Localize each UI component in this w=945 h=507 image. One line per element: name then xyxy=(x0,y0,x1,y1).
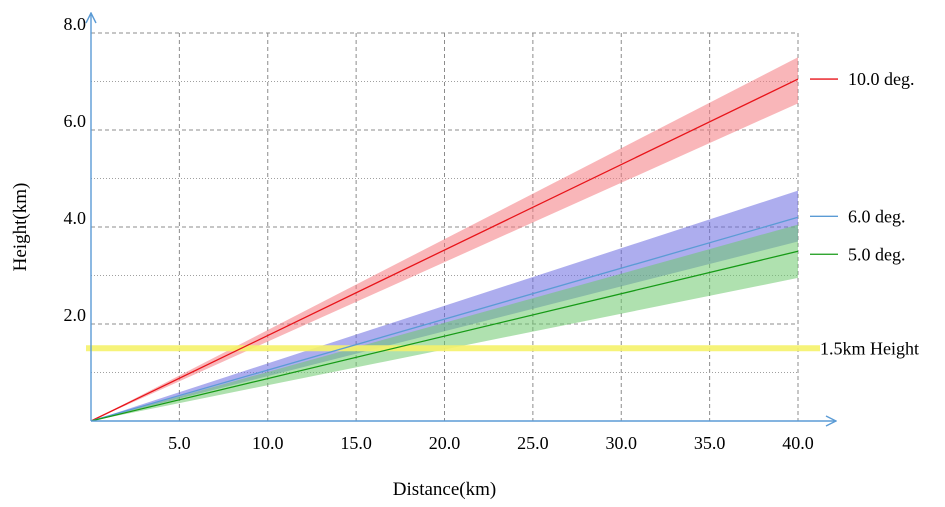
confidence-band xyxy=(91,224,798,421)
x-tick-label: 20.0 xyxy=(429,433,461,453)
y-tick-label: 8.0 xyxy=(64,14,87,34)
series-line xyxy=(90,216,799,422)
series-line xyxy=(90,78,799,422)
y-axis-title: Height(km) xyxy=(10,183,31,272)
series-lines xyxy=(90,78,799,422)
axes xyxy=(91,13,836,421)
y-tick-label: 4.0 xyxy=(64,208,87,228)
legend-label: 5.0 deg. xyxy=(848,244,906,264)
x-tick-label: 40.0 xyxy=(782,433,814,453)
series-line xyxy=(90,250,799,422)
x-tick-label: 15.0 xyxy=(340,433,372,453)
x-tick-label: 10.0 xyxy=(252,433,284,453)
y-tick-label: 6.0 xyxy=(64,111,87,131)
x-tick-label: 30.0 xyxy=(606,433,638,453)
confidence-band xyxy=(91,190,798,421)
legend: 10.0 deg. 6.0 deg. 5.0 deg. xyxy=(810,69,915,264)
reference-line-label: 1.5km Height xyxy=(820,338,919,358)
legend-label: 10.0 deg. xyxy=(848,69,915,89)
legend-label: 6.0 deg. xyxy=(848,206,906,226)
confidence-bands xyxy=(91,57,798,421)
x-tick-label: 25.0 xyxy=(517,433,549,453)
reference-lines: 1.5km Height xyxy=(86,338,919,358)
x-tick-label: 5.0 xyxy=(168,433,191,453)
confidence-band xyxy=(91,57,798,421)
x-tick-label: 35.0 xyxy=(694,433,726,453)
y-tick-label: 2.0 xyxy=(64,305,87,325)
x-axis-title: Distance(km) xyxy=(393,479,496,500)
tick-labels: 5.0 10.0 15.0 20.0 25.0 30.0 35.0 40.0 2.0 4.0 6.0… xyxy=(64,14,814,453)
